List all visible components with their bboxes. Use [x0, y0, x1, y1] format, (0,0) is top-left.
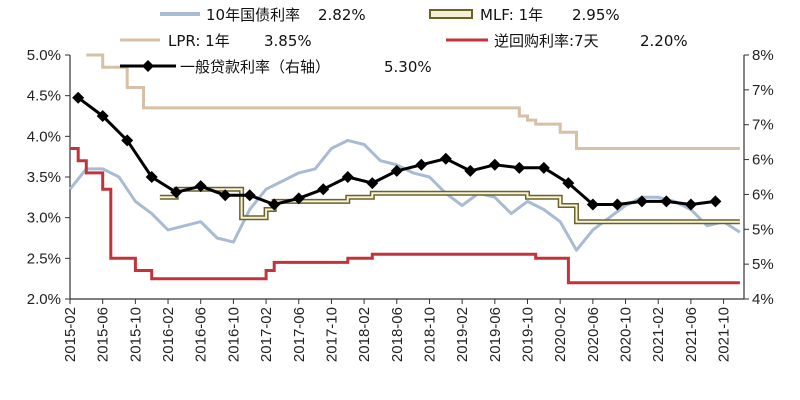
- right-tick-label: 8%: [752, 47, 774, 64]
- legend-label-reverse-repo: 逆回购利率:7天: [494, 32, 599, 50]
- data-point-marker: [341, 171, 354, 183]
- data-point-marker: [635, 195, 648, 208]
- right-tick-label: 4%: [752, 291, 774, 308]
- data-point-marker: [488, 158, 501, 171]
- x-tick-label: 2019-02: [454, 307, 471, 362]
- series-4: [72, 91, 722, 211]
- data-point-marker: [219, 189, 232, 202]
- legend-value-loan-rate: 5.30%: [384, 58, 432, 76]
- legend-marker-loan-rate: [142, 60, 154, 72]
- legend-value-bond: 2.82%: [318, 6, 366, 24]
- x-tick-label: 2018-02: [356, 307, 373, 362]
- x-tick-label: 2016-06: [193, 307, 210, 362]
- legend-label-loan-rate: 一般贷款利率（右轴）: [180, 58, 330, 76]
- data-point-marker: [660, 195, 673, 208]
- data-point-marker: [366, 177, 379, 190]
- data-point-marker: [537, 161, 550, 174]
- data-point-marker: [415, 158, 428, 171]
- legend-value-mlf: 2.95%: [572, 6, 620, 24]
- legend-item-mlf: MLF: 1年 2.95%: [429, 6, 620, 24]
- legend: 10年国债利率 2.82% MLF: 1年 2.95% LPR: 1年 3.85…: [120, 6, 688, 76]
- right-tick-label: 5%: [752, 221, 774, 238]
- right-tick-label: 5%: [752, 256, 774, 273]
- data-point-marker: [684, 198, 697, 211]
- x-tick-label: 2019-10: [520, 307, 537, 362]
- x-tick-label: 2017-06: [291, 307, 308, 362]
- x-tick-label: 2016-02: [160, 307, 177, 362]
- data-point-marker: [464, 164, 477, 177]
- x-tick-label: 2019-06: [487, 307, 504, 362]
- data-point-marker: [439, 152, 452, 165]
- x-tick-label: 2015-06: [95, 307, 112, 362]
- legend-swatch-mlf: [429, 9, 473, 19]
- data-point-marker: [121, 134, 134, 147]
- data-point-marker: [317, 183, 330, 196]
- left-tick-label: 3.5%: [27, 169, 61, 186]
- left-tick-label: 5.0%: [27, 47, 61, 64]
- x-tick-label: 2020-06: [585, 307, 602, 362]
- series-step-line: [70, 147, 740, 285]
- legend-label-bond: 10年国债利率: [206, 6, 300, 24]
- left-tick-label: 2.0%: [27, 291, 61, 308]
- x-tick-label: 2020-02: [552, 307, 569, 362]
- series-3: [159, 186, 740, 225]
- data-point-marker: [72, 91, 85, 104]
- data-point-marker: [170, 186, 183, 199]
- x-tick-label: 2020-10: [618, 307, 635, 362]
- axes: 2.0% 2.5% 3.0% 3.5% 4.0% 4.5% 5.0% 4% 5% 5% 6% 6% 7%…: [27, 47, 774, 362]
- legend-value-lpr: 3.85%: [264, 32, 312, 50]
- left-tick-label: 4.5%: [27, 88, 61, 105]
- x-tick-label: 2021-02: [650, 307, 667, 362]
- series-double-step-inner: [159, 188, 740, 223]
- data-point-marker: [390, 164, 403, 177]
- data-point-marker: [611, 198, 624, 211]
- legend-value-reverse-repo: 2.20%: [640, 32, 688, 50]
- legend-item-bond: 10年国债利率 2.82%: [160, 6, 366, 24]
- legend-item-reverse-repo: 逆回购利率:7天 2.20%: [446, 32, 688, 50]
- series-layer: [68, 53, 741, 285]
- data-point-marker: [194, 180, 207, 193]
- data-point-marker: [586, 198, 599, 211]
- legend-label-lpr: LPR: 1年: [168, 32, 230, 50]
- data-point-marker: [96, 110, 109, 122]
- right-tick-label: 6%: [752, 152, 774, 169]
- x-tick-label: 2018-06: [389, 307, 406, 362]
- data-point-marker: [268, 198, 281, 211]
- x-tick-label: 2017-02: [258, 307, 275, 362]
- data-point-marker: [292, 192, 305, 205]
- legend-item-loan-rate: 一般贷款利率（右轴） 5.30%: [120, 58, 432, 76]
- right-tick-label: 7%: [752, 82, 774, 99]
- left-tick-label: 4.0%: [27, 128, 61, 145]
- legend-label-mlf: MLF: 1年: [480, 6, 543, 24]
- legend-item-lpr: LPR: 1年 3.85%: [120, 32, 312, 50]
- data-point-marker: [145, 171, 158, 183]
- data-point-marker: [243, 189, 256, 202]
- x-tick-label: 2015-10: [127, 307, 144, 362]
- x-tick-label: 2016-10: [225, 307, 242, 362]
- left-tick-label: 3.0%: [27, 210, 61, 227]
- data-point-marker: [513, 161, 526, 174]
- x-tick-label: 2018-10: [421, 307, 438, 362]
- x-tick-label: 2017-10: [323, 307, 340, 362]
- right-tick-label: 6%: [752, 186, 774, 203]
- x-tick-label: 2021-06: [683, 307, 700, 362]
- x-tick-label: 2021-10: [716, 307, 733, 362]
- left-tick-label: 2.5%: [27, 250, 61, 267]
- data-point-marker: [562, 177, 575, 190]
- right-tick-label: 7%: [752, 117, 774, 134]
- series-2: [70, 147, 740, 285]
- x-tick-label: 2015-02: [62, 307, 79, 362]
- data-point-marker: [709, 195, 722, 208]
